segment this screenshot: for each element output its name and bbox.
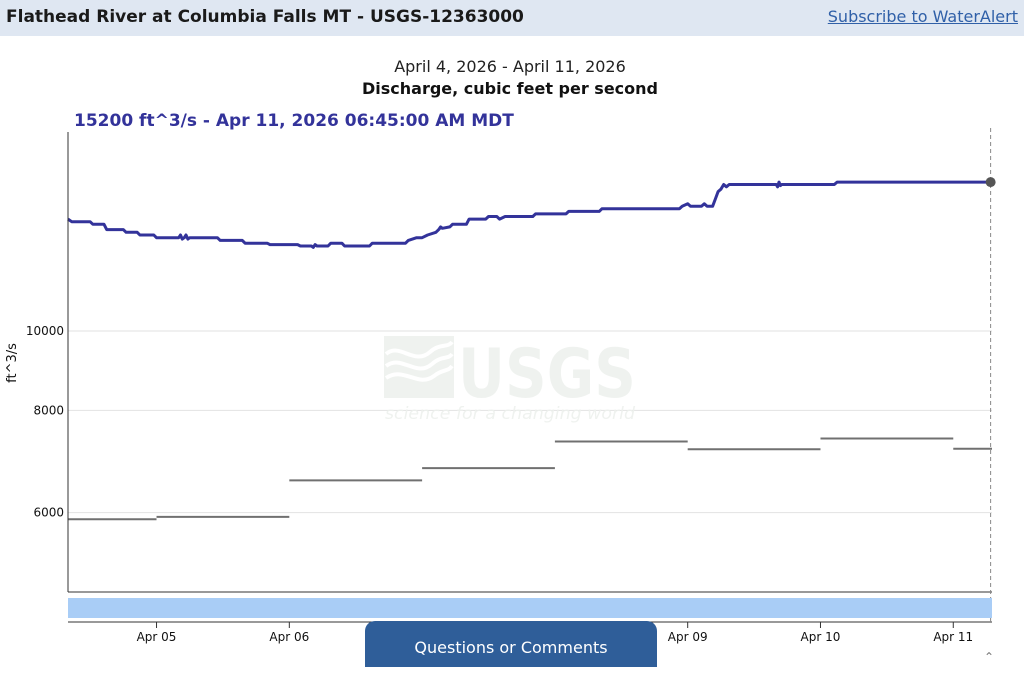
- y-tick-label: 10000: [26, 324, 64, 338]
- x-tick-label: Apr 10: [801, 630, 841, 644]
- chart-subtitle: Discharge, cubic feet per second: [362, 79, 658, 98]
- hydrograph-chart[interactable]: USGS science for a changing world 6000 80…: [0, 36, 1024, 660]
- usgs-logo-text: USGS: [458, 335, 636, 414]
- usgs-tagline: science for a changing world: [385, 404, 635, 424]
- chevron-up-icon[interactable]: ⌃: [984, 650, 995, 664]
- questions-comments-button[interactable]: Questions or Comments: [365, 621, 657, 667]
- y-tick-label: 6000: [33, 506, 64, 520]
- header-bar: Flathead River at Columbia Falls MT - US…: [0, 0, 1024, 36]
- median-series: [68, 437, 992, 521]
- subscribe-wateralert-link[interactable]: Subscribe to WaterAlert: [827, 7, 1018, 26]
- usgs-watermark: USGS science for a changing world: [384, 335, 636, 424]
- usgs-wave-logo-icon: [384, 336, 454, 398]
- site-title: Flathead River at Columbia Falls MT - US…: [6, 7, 524, 27]
- y-ticks: 6000 8000 10000: [26, 324, 64, 520]
- x-tick-label: Apr 06: [269, 630, 309, 644]
- cursor-point: [985, 177, 996, 188]
- brush-bar[interactable]: [68, 598, 992, 618]
- x-tick-label: Apr 05: [137, 630, 177, 644]
- x-tick-label: Apr 11: [933, 630, 973, 644]
- tooltip-text: 15200 ft^3/s - Apr 11, 2026 06:45:00 AM …: [74, 111, 514, 131]
- y-axis-label: ft^3/s: [5, 343, 20, 383]
- x-tick-label: Apr 09: [668, 630, 708, 644]
- discharge-line: [67, 180, 991, 249]
- y-tick-label: 8000: [33, 403, 64, 417]
- chart-title: April 4, 2026 - April 11, 2026: [394, 57, 626, 76]
- grid-lines: [68, 330, 992, 514]
